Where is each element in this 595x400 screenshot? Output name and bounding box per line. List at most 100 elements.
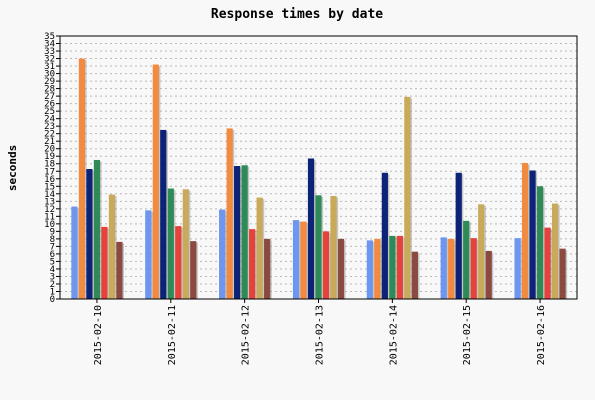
y-tick-label: 2	[50, 280, 55, 290]
y-tick-label: 8	[50, 235, 55, 245]
bar	[536, 186, 544, 299]
bar	[71, 206, 78, 299]
bar	[470, 238, 477, 299]
bar	[108, 194, 116, 299]
y-axis-label: seconds	[6, 145, 19, 191]
bar	[101, 226, 108, 299]
y-tick-label: 21	[44, 137, 55, 147]
y-axis-ticks: 0123456789101112131415161718192021222324…	[44, 32, 60, 305]
y-tick-label: 33	[44, 47, 55, 57]
bar	[478, 204, 485, 299]
bar	[544, 227, 551, 299]
y-tick-label: 12	[44, 205, 55, 215]
y-tick-label: 16	[44, 175, 55, 185]
bar	[307, 158, 315, 299]
bar	[322, 231, 330, 299]
x-tick-label: 2015-02-16	[536, 305, 547, 365]
bar	[78, 58, 86, 299]
bar	[411, 251, 418, 299]
bar	[330, 196, 337, 299]
y-tick-label: 23	[44, 122, 55, 132]
bar	[264, 238, 271, 299]
bar	[190, 241, 197, 299]
y-tick-label: 28	[44, 85, 55, 95]
bar	[455, 172, 462, 299]
bar	[337, 238, 345, 299]
y-tick-label: 25	[44, 107, 55, 117]
bar	[86, 169, 93, 299]
bar	[381, 172, 388, 299]
grid-lines	[60, 43, 577, 292]
bar	[300, 221, 307, 299]
y-tick-label: 0	[50, 295, 55, 305]
x-axis-ticks: 2015-02-10 2015-02-11 2015-02-12 2015-02-13…	[93, 299, 547, 365]
x-tick-label: 2015-02-14	[388, 305, 399, 365]
y-tick-label: 10	[44, 220, 55, 230]
y-tick-label: 6	[50, 250, 55, 260]
y-tick-label: 7	[50, 242, 55, 252]
y-tick-label: 1	[50, 287, 55, 297]
y-tick-label: 29	[44, 77, 55, 87]
bar	[485, 250, 492, 299]
bar	[374, 238, 381, 299]
y-tick-label: 14	[44, 190, 55, 200]
bar	[256, 197, 263, 299]
bar	[226, 128, 233, 299]
y-tick-label: 35	[44, 32, 55, 42]
bar	[182, 189, 189, 299]
bar	[93, 159, 101, 299]
bars	[71, 58, 568, 299]
bar	[249, 229, 256, 299]
bar	[241, 165, 248, 299]
bar	[404, 96, 411, 299]
y-tick-label: 4	[50, 265, 55, 275]
bar	[167, 188, 174, 299]
bar	[292, 220, 300, 299]
bar	[521, 162, 529, 299]
bar	[559, 248, 566, 299]
bar	[551, 203, 559, 299]
y-tick-label: 26	[44, 100, 55, 110]
bar	[389, 235, 396, 299]
y-tick-label: 18	[44, 160, 55, 170]
bar	[529, 170, 536, 299]
y-tick-label: 13	[44, 197, 55, 207]
x-tick-label: 2015-02-13	[315, 305, 326, 365]
bar	[396, 235, 403, 299]
bar	[234, 165, 241, 299]
y-tick-label: 17	[44, 167, 55, 177]
bar	[219, 209, 226, 299]
bar	[315, 195, 322, 299]
bar	[366, 240, 373, 299]
x-tick-label: 2015-02-11	[167, 305, 178, 365]
y-tick-label: 30	[44, 70, 55, 80]
chart-title: Response times by date	[211, 7, 383, 22]
y-tick-label: 27	[44, 92, 55, 102]
x-tick-label: 2015-02-12	[241, 305, 252, 365]
bar	[145, 210, 152, 299]
y-tick-label: 34	[44, 40, 55, 50]
x-tick-label: 2015-02-10	[93, 305, 104, 365]
bar	[448, 238, 455, 299]
y-tick-label: 15	[44, 182, 55, 192]
bar	[440, 237, 447, 299]
bar	[160, 129, 167, 299]
bar	[514, 238, 521, 299]
y-tick-label: 11	[44, 212, 55, 222]
y-tick-label: 31	[44, 62, 55, 72]
bar	[463, 220, 470, 299]
x-tick-label: 2015-02-15	[462, 305, 473, 365]
bar	[116, 241, 123, 299]
y-tick-label: 3	[50, 272, 55, 282]
y-tick-label: 24	[44, 115, 55, 125]
bar	[152, 64, 159, 299]
y-tick-label: 20	[44, 145, 55, 155]
y-tick-label: 9	[50, 227, 55, 237]
y-tick-label: 19	[44, 152, 55, 162]
y-tick-label: 5	[50, 257, 55, 267]
bar	[175, 226, 182, 299]
y-tick-label: 32	[44, 55, 55, 65]
y-tick-label: 22	[44, 130, 55, 140]
